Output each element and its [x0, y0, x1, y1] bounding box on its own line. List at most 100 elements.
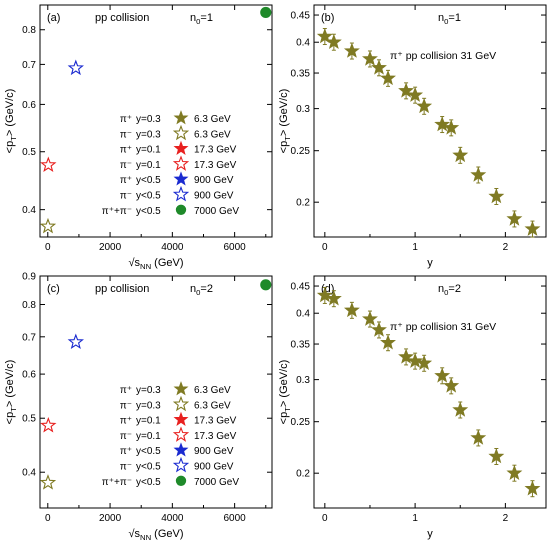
legend-particle: π⁺	[120, 416, 132, 427]
y-tick-label: 0.45	[291, 282, 311, 293]
legend-cut: y<0.5	[136, 206, 161, 217]
legend-particle: π⁻	[120, 129, 132, 140]
legend-energy: 17.3 GeV	[194, 145, 237, 156]
y-tick-label: 0.45	[291, 11, 311, 22]
legend-particle: π⁻	[120, 160, 132, 171]
x-tick-label: 0	[45, 513, 51, 524]
legend-energy: 17.3 GeV	[194, 160, 237, 171]
y-tick-label: 0.3	[296, 104, 310, 115]
y-tick-label: 0.6	[22, 370, 36, 381]
n0-label: n0=2	[190, 283, 213, 297]
legend-marker	[174, 126, 187, 139]
legend-marker	[174, 382, 187, 395]
x-tick-label: 6000	[224, 242, 247, 253]
panel-title: π⁺ pp collision 31 GeV	[390, 321, 496, 333]
x-tick-label: 6000	[224, 513, 247, 524]
x-tick-label: 2000	[99, 513, 122, 524]
legend-cut: y=0.3	[136, 129, 161, 140]
legend-particle: π⁻	[120, 431, 132, 442]
y-tick-label: 0.8	[22, 25, 36, 36]
x-tick-label: 1	[412, 242, 418, 253]
data-point	[42, 158, 55, 171]
legend-energy: 900 GeV	[194, 462, 234, 473]
y-tick-label: 0.5	[22, 147, 36, 158]
y-tick-label: 0.7	[22, 60, 36, 71]
y-tick-label: 0.25	[291, 146, 311, 157]
x-axis-label: √sNN (GeV)	[128, 528, 183, 542]
data-point	[69, 335, 82, 348]
panel-title: pp collision	[95, 12, 149, 24]
legend-cut: y=0.1	[136, 160, 161, 171]
y-tick-label: 0.9	[22, 272, 36, 283]
y-tick-label: 0.35	[291, 340, 311, 351]
panel-title: pp collision	[95, 283, 149, 295]
legend-marker	[174, 157, 187, 170]
y-axis-label: <pT> (GeV/c)	[4, 89, 18, 154]
legend-energy: 6.3 GeV	[194, 129, 231, 140]
legend-cut: y<0.5	[136, 477, 161, 488]
x-tick-label: 2000	[99, 242, 122, 253]
legend-cut: y=0.3	[136, 114, 161, 125]
legend-cut: y<0.5	[136, 191, 161, 202]
legend-cut: y<0.5	[136, 175, 161, 186]
legend-particle: π⁺	[120, 385, 132, 396]
chart-panel-3: 0 2000 4000 60000.40.50.60.70.80.9√sNN (GeV…	[4, 272, 272, 542]
legend-energy: 7000 GeV	[194, 477, 239, 488]
legend-marker	[174, 188, 187, 201]
legend-energy: 6.3 GeV	[194, 400, 231, 411]
panel-title: π⁺ pp collision 31 GeV	[390, 50, 496, 62]
legend-cut: y<0.5	[136, 446, 161, 457]
y-tick-label: 0.4	[22, 205, 36, 216]
legend-cut: y=0.1	[136, 416, 161, 427]
legend-marker	[176, 205, 185, 214]
legend-marker	[174, 111, 187, 124]
data-point	[41, 219, 54, 232]
legend-marker	[174, 443, 187, 456]
legend-marker	[174, 459, 187, 472]
chart-panel-4: 0 1 20.20.250.30.350.40.45y<pT> (GeV/c)(d)…	[278, 276, 546, 540]
x-tick-label: 0	[45, 242, 51, 253]
panel-label: (c)	[47, 283, 60, 295]
y-tick-label: 0.7	[22, 332, 36, 343]
y-tick-label: 0.2	[296, 469, 310, 480]
x-tick-label: 4000	[161, 242, 184, 253]
legend-cut: y<0.5	[136, 462, 161, 473]
legend-energy: 900 GeV	[194, 446, 234, 457]
legend-particle: π⁻	[120, 400, 132, 411]
legend: π⁺ y=0.3 6.3 GeV π⁻ y=0.3 6.3 GeV π⁺ y=0.1 17.3 …	[102, 382, 240, 488]
legend-particle: π⁻	[120, 462, 132, 473]
plot-frame	[314, 5, 546, 237]
legend-marker	[174, 172, 187, 185]
data-point	[42, 419, 55, 432]
legend-cut: y=0.3	[136, 400, 161, 411]
data-point	[261, 280, 271, 290]
legend-cut: y=0.1	[136, 431, 161, 442]
legend-energy: 6.3 GeV	[194, 385, 231, 396]
legend-particle: π⁺	[120, 145, 132, 156]
chart-panel-1: 0 2000 4000 60000.40.50.60.70.8√sNN (GeV)<p…	[4, 5, 272, 271]
y-tick-label: 0.4	[22, 468, 36, 479]
legend-energy: 6.3 GeV	[194, 114, 231, 125]
y-tick-label: 0.5	[22, 414, 36, 425]
x-tick-label: 0	[322, 242, 328, 253]
data-point	[261, 7, 271, 17]
y-axis-label: <pT> (GeV/c)	[278, 360, 292, 425]
legend-particle: π⁺	[120, 175, 132, 186]
legend-marker	[174, 428, 187, 441]
legend-cut: y=0.3	[136, 385, 161, 396]
n0-label: n0=1	[438, 12, 461, 26]
y-tick-label: 0.2	[296, 198, 310, 209]
n0-label: n0=1	[190, 12, 213, 26]
legend-marker	[174, 413, 187, 426]
legend-particle: π⁺+π⁻	[102, 477, 132, 488]
x-axis-label: y	[427, 257, 433, 269]
legend-particle: π⁺+π⁻	[102, 206, 132, 217]
panel-label: (b)	[321, 12, 334, 24]
x-axis-label: √sNN (GeV)	[128, 257, 183, 271]
legend-cut: y=0.1	[136, 145, 161, 156]
legend-energy: 900 GeV	[194, 191, 234, 202]
x-tick-label: 2	[503, 242, 509, 253]
chart-panel-2: 0 1 20.20.250.30.350.40.45y<pT> (GeV/c)(b)…	[278, 5, 546, 269]
legend-particle: π⁺	[120, 114, 132, 125]
